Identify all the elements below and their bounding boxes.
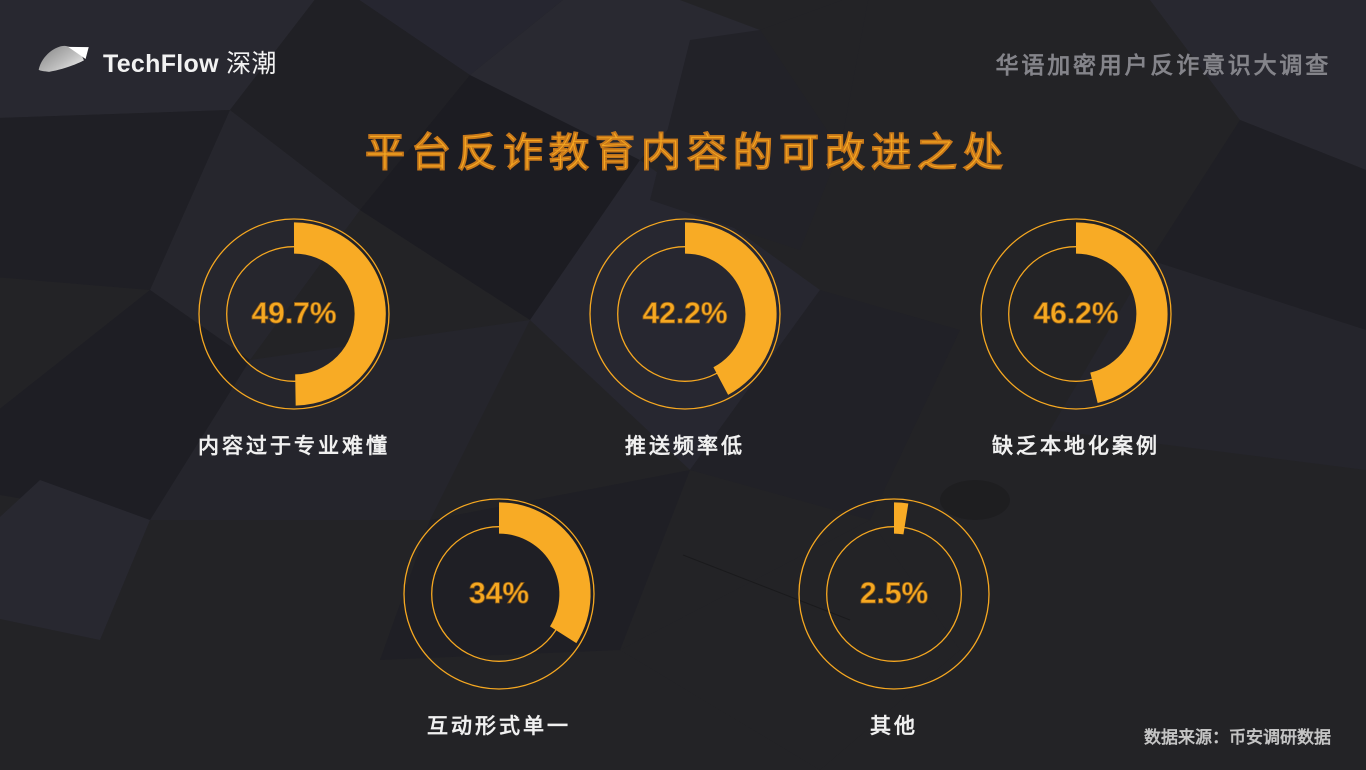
- svg-text:34%: 34%: [469, 577, 529, 610]
- svg-text:46.2%: 46.2%: [1033, 297, 1118, 330]
- svg-text:49.7%: 49.7%: [251, 297, 336, 330]
- svg-text:42.2%: 42.2%: [642, 297, 727, 330]
- svg-text:2.5%: 2.5%: [860, 577, 928, 610]
